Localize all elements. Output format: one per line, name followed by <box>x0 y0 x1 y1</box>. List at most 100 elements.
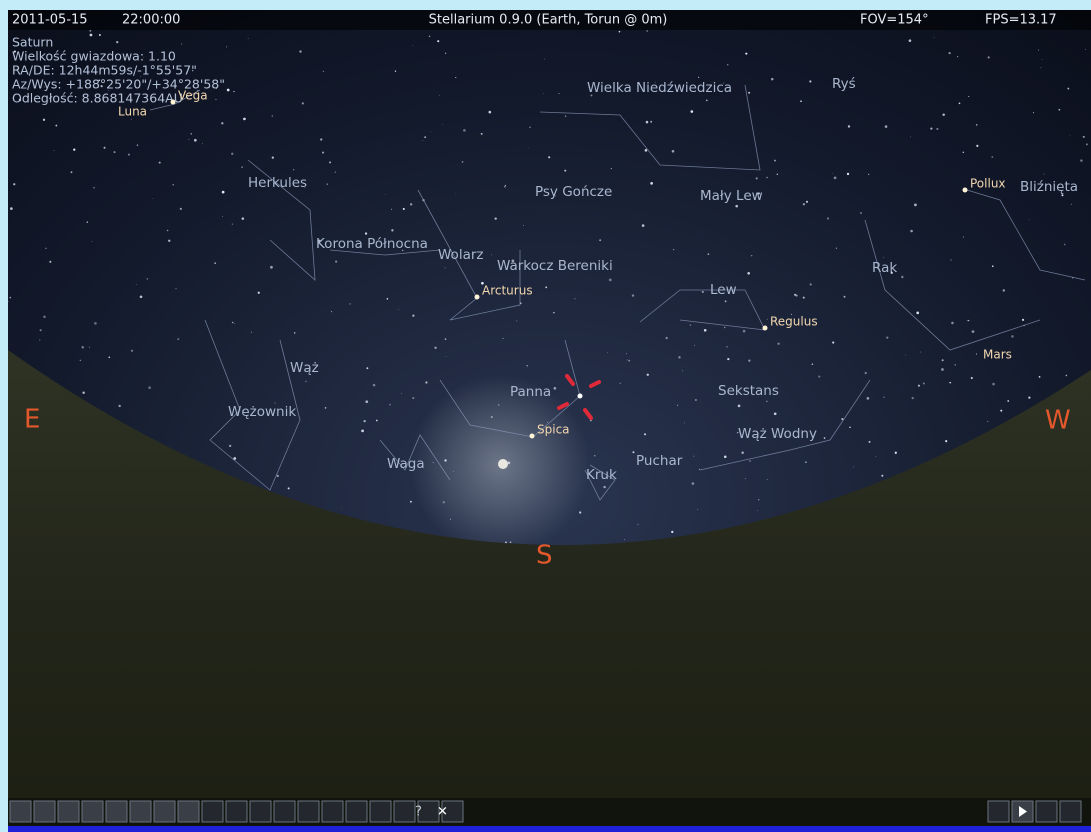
toolbar-button[interactable] <box>394 801 415 822</box>
star-dot <box>503 338 504 339</box>
star-dot <box>92 241 93 242</box>
toolbar-button[interactable] <box>370 801 391 822</box>
star-dot <box>425 381 427 383</box>
star-dot <box>745 53 747 55</box>
toolbar-button[interactable] <box>250 801 271 822</box>
toolbar-button[interactable] <box>82 801 103 822</box>
star-dot <box>71 171 73 173</box>
star-dot <box>412 315 414 317</box>
star-dot <box>599 239 601 241</box>
star-dot <box>698 77 699 78</box>
toolbar-button[interactable] <box>58 801 79 822</box>
toolbar-button[interactable] <box>274 801 295 822</box>
star-dot <box>43 119 45 121</box>
star-dot <box>450 519 451 520</box>
time-control-button[interactable] <box>1060 801 1081 822</box>
toolbar-button[interactable] <box>106 801 127 822</box>
star-dot <box>231 153 233 155</box>
toolbar-button[interactable] <box>34 801 55 822</box>
star-dot <box>609 279 612 282</box>
star-dot <box>80 360 82 362</box>
toolbar-button[interactable] <box>178 801 199 822</box>
toolbar-button[interactable] <box>202 801 223 822</box>
star-dot <box>1033 112 1034 113</box>
star-dot <box>1042 59 1043 60</box>
star-dot <box>918 385 920 387</box>
star-dot <box>146 278 148 280</box>
star-dot <box>771 78 774 81</box>
star-dot <box>188 139 189 140</box>
time-control-button[interactable] <box>988 801 1009 822</box>
star-dot <box>365 232 367 234</box>
star-dot <box>94 322 97 325</box>
star-dot <box>1029 219 1030 220</box>
info-line: Saturn <box>12 35 53 50</box>
star-dot <box>741 452 743 454</box>
star-dot <box>232 322 234 324</box>
constellation-label: Sekstans <box>718 383 779 399</box>
star-dot <box>545 286 547 288</box>
star-dot <box>849 426 851 428</box>
star-dot <box>148 386 151 389</box>
star-dot <box>619 31 621 33</box>
help-button[interactable]: ? <box>415 805 422 820</box>
star-dot <box>194 139 197 142</box>
star-dot <box>376 420 378 422</box>
toolbar-button[interactable] <box>154 801 175 822</box>
star-dot <box>258 292 260 294</box>
star-dot <box>424 136 426 138</box>
star-dot <box>504 186 506 188</box>
star-dot <box>389 404 391 406</box>
star-dot <box>909 39 912 42</box>
constellation-label: Ryś <box>832 76 856 92</box>
star-dot <box>1080 159 1082 161</box>
time-control-button[interactable] <box>1036 801 1057 822</box>
star-dot <box>1028 397 1030 399</box>
star-dot <box>920 352 921 353</box>
star-dot <box>766 400 768 402</box>
star-dot <box>251 332 252 333</box>
star-dot <box>8 301 9 302</box>
toolbar-button[interactable] <box>298 801 319 822</box>
toolbar-button[interactable] <box>346 801 367 822</box>
star-dot <box>9 297 11 299</box>
star-dot <box>727 64 729 66</box>
star-dot <box>543 93 544 94</box>
constellation-label: Warkocz Bereniki <box>497 258 613 274</box>
star-dot <box>153 198 154 199</box>
star-dot <box>743 330 746 333</box>
star-dot <box>684 423 685 424</box>
star-dot <box>693 456 694 457</box>
toolbar-button[interactable] <box>226 801 247 822</box>
star-dot <box>967 320 968 321</box>
star-dot <box>335 171 336 172</box>
star-dot <box>824 437 826 439</box>
star-dot <box>422 140 423 141</box>
toolbar-button[interactable] <box>130 801 151 822</box>
star-dot <box>1067 88 1069 90</box>
moon <box>498 459 508 469</box>
star-dot <box>1040 67 1041 68</box>
star-dot <box>747 272 750 275</box>
constellation-label: Bliźnięta <box>1020 179 1078 195</box>
star-dot <box>628 360 630 362</box>
star-dot <box>322 152 324 154</box>
star-dot <box>82 392 84 394</box>
star-dot <box>40 329 42 331</box>
star-dot <box>437 40 439 42</box>
star-dot <box>43 315 46 318</box>
constellation-label: Wielka Niedźwiedzica <box>587 80 732 96</box>
toolbar-button[interactable] <box>10 801 31 822</box>
star-dot <box>39 340 40 341</box>
star-dot <box>442 124 443 125</box>
star-dot <box>910 230 913 233</box>
star-dot <box>412 397 414 399</box>
star-dot <box>957 56 958 57</box>
toolbar-button[interactable] <box>322 801 343 822</box>
star-dot <box>912 397 914 399</box>
star-dot <box>445 267 446 268</box>
star <box>963 188 968 193</box>
star-dot <box>875 456 876 457</box>
close-button[interactable]: ✕ <box>437 805 448 820</box>
star-dot <box>548 156 550 158</box>
